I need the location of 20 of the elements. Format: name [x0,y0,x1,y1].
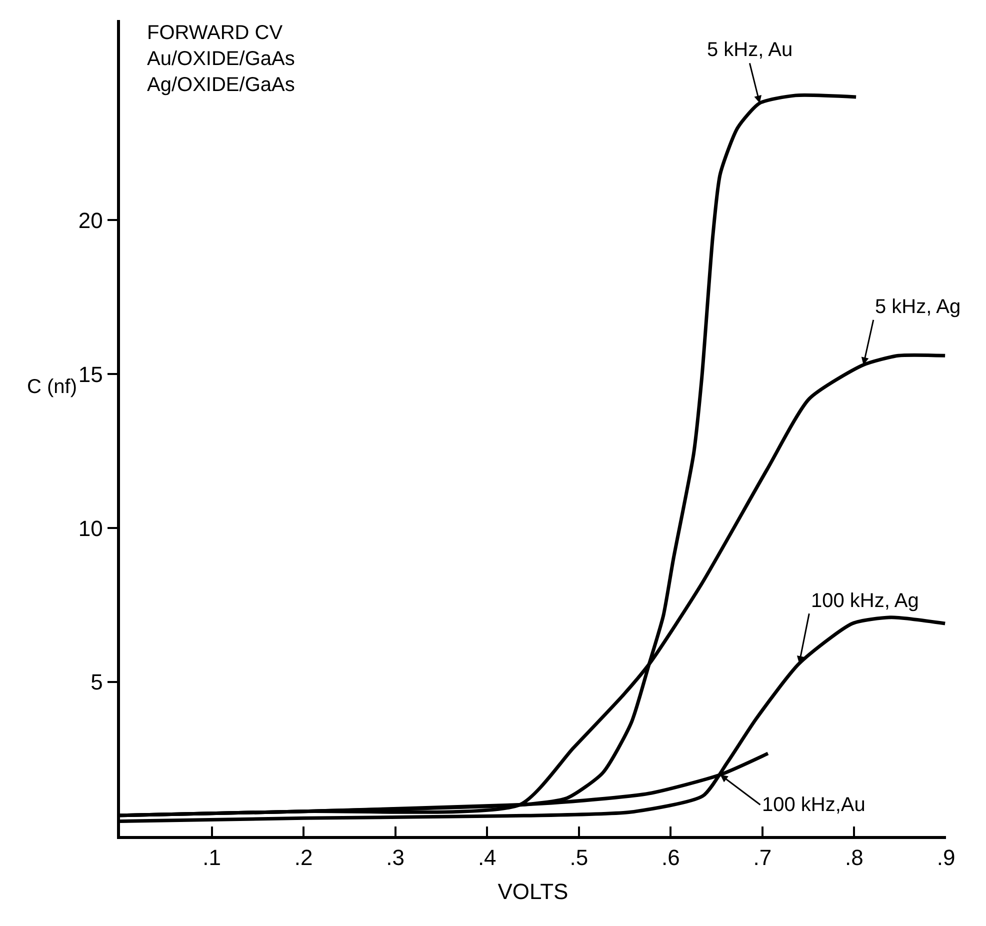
x-tick-label: .7 [753,845,772,870]
series-label: 100 kHz, Ag [811,590,919,612]
x-tick-label: .1 [202,845,221,870]
text: FORWARD CV Au/OXIDE/GaAs Ag/OXIDE/GaAs [147,22,295,96]
y-tick-label: 5 [90,670,103,695]
y-tick-label: 20 [78,208,103,233]
x-axis-title: VOLTS [498,879,568,904]
x-tick-label: .2 [294,845,313,870]
x-tick-label: .9 [936,845,956,870]
x-tick-label: .5 [570,845,588,870]
x-tick-label: .3 [386,845,405,870]
x-tick-label: .6 [661,845,680,870]
x-tick-label: .4 [478,845,496,870]
y-tick-label: 15 [78,362,103,387]
series-label: 5 kHz, Au [707,39,793,61]
y-tick-label: 10 [78,516,103,541]
y-axis-title: C (nf) [27,376,77,398]
text: 5 kHz, Ag [875,296,961,318]
series-label: 100 kHz,Au [762,794,866,816]
x-tick-label: .8 [845,845,864,870]
